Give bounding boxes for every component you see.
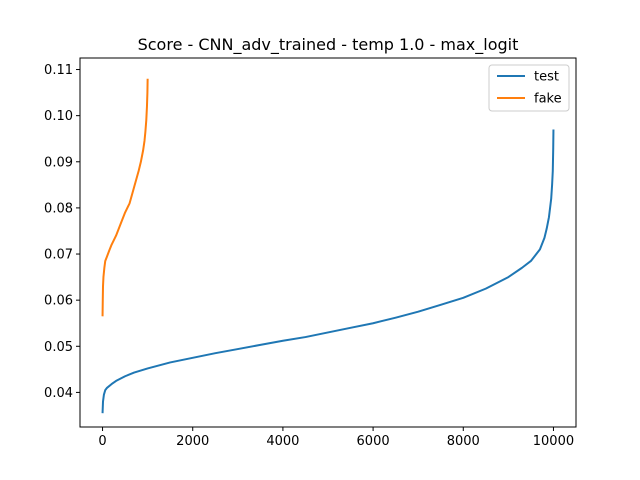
y-tick-label: 0.09 [44,155,73,170]
x-tick-label: 0 [98,434,106,449]
y-tick-label: 0.04 [44,386,73,401]
chart-title: Score - CNN_adv_trained - temp 1.0 - max… [138,35,519,55]
y-tick-label: 0.10 [44,109,73,124]
x-tick-label: 6000 [357,434,390,449]
x-tick-label: 8000 [447,434,480,449]
x-tick-label: 10000 [533,434,574,449]
plot-frame [79,57,577,428]
y-tick-label: 0.11 [44,63,73,78]
plot-area [101,78,555,414]
legend-label-test: test [534,70,559,85]
legend: test fake [488,64,570,112]
series-line-fake [101,78,149,317]
y-tick-label: 0.08 [44,201,73,216]
x-tick-label: 4000 [266,434,299,449]
legend-label-fake: fake [534,92,562,107]
x-tick-label: 2000 [176,434,209,449]
y-tick-label: 0.07 [44,248,73,263]
series-line-test [101,129,555,414]
y-tick-label: 0.05 [44,340,73,355]
y-tick-label: 0.06 [44,294,73,309]
y-axis: 0.04 0.05 0.06 0.07 0.08 0.09 0.10 0.11 [44,63,80,401]
x-axis: 0 2000 4000 6000 8000 10000 [98,427,574,449]
